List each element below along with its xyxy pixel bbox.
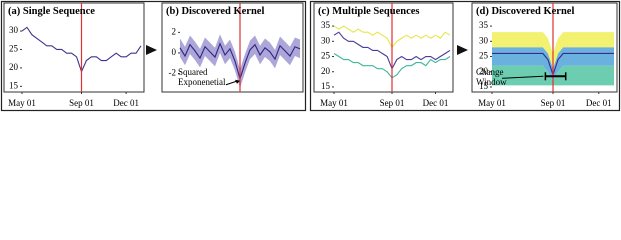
annotation: Exponenetial <box>178 77 226 87</box>
x-tick-label: Sep 01 <box>380 98 405 108</box>
x-tick-label: May 01 <box>320 98 348 108</box>
arrow-head <box>235 79 240 84</box>
x-tick-label: Dec 01 <box>586 98 612 108</box>
x-tick-label: May 01 <box>8 98 36 108</box>
y-tick-label: 25 <box>9 44 19 54</box>
y-tick-label: 25 <box>479 51 489 61</box>
plot-area <box>333 3 451 92</box>
y-tick-label: 20 <box>9 62 19 72</box>
panel-title: (b) Discovered Kernel <box>166 6 264 17</box>
y-tick-label: 15 <box>321 81 331 91</box>
group-frame <box>309 0 621 112</box>
plot-area <box>21 3 142 92</box>
panel-title: (d) Discovered Kernel <box>476 6 574 17</box>
plot-area <box>179 3 301 92</box>
annotation: Window <box>476 77 507 87</box>
annotation-arrow <box>501 75 544 79</box>
x-tick-label: Dec 01 <box>113 98 139 108</box>
panel-title: (c) Multiple Sequences <box>318 6 420 17</box>
y-tick-label: 15 <box>479 81 489 91</box>
y-tick-label: 20 <box>479 66 489 76</box>
x-tick-label: Dec 01 <box>423 98 449 108</box>
panel-frame <box>313 2 454 93</box>
arrow <box>457 45 468 55</box>
y-tick-label: 25 <box>321 51 331 61</box>
band <box>492 47 614 81</box>
x-tick-label: Sep 01 <box>69 98 94 108</box>
plot-area <box>492 3 614 92</box>
panel-title: (a) Single Sequence <box>8 6 95 17</box>
y-tick-label: 2 <box>172 26 177 36</box>
band <box>492 65 614 86</box>
annotation: Squared <box>178 67 208 77</box>
x-tick-label: May 01 <box>478 98 506 108</box>
panel-frame <box>3 2 145 93</box>
y-tick-label: 30 <box>321 35 331 45</box>
group-frame <box>0 0 307 112</box>
y-tick-label: 30 <box>9 25 19 35</box>
y-tick-label: 20 <box>321 66 331 76</box>
arrow <box>146 45 157 55</box>
band <box>180 34 300 88</box>
annotation: Change <box>476 67 504 77</box>
x-tick-label: Sep 01 <box>541 98 566 108</box>
y-tick-label: 35 <box>321 20 331 30</box>
band <box>492 32 614 69</box>
y-tick-label: -2 <box>169 68 177 78</box>
y-tick-label: 35 <box>479 20 489 30</box>
y-tick-label: 15 <box>9 80 19 90</box>
y-tick-label: 0 <box>172 47 177 57</box>
y-tick-label: 30 <box>479 35 489 45</box>
